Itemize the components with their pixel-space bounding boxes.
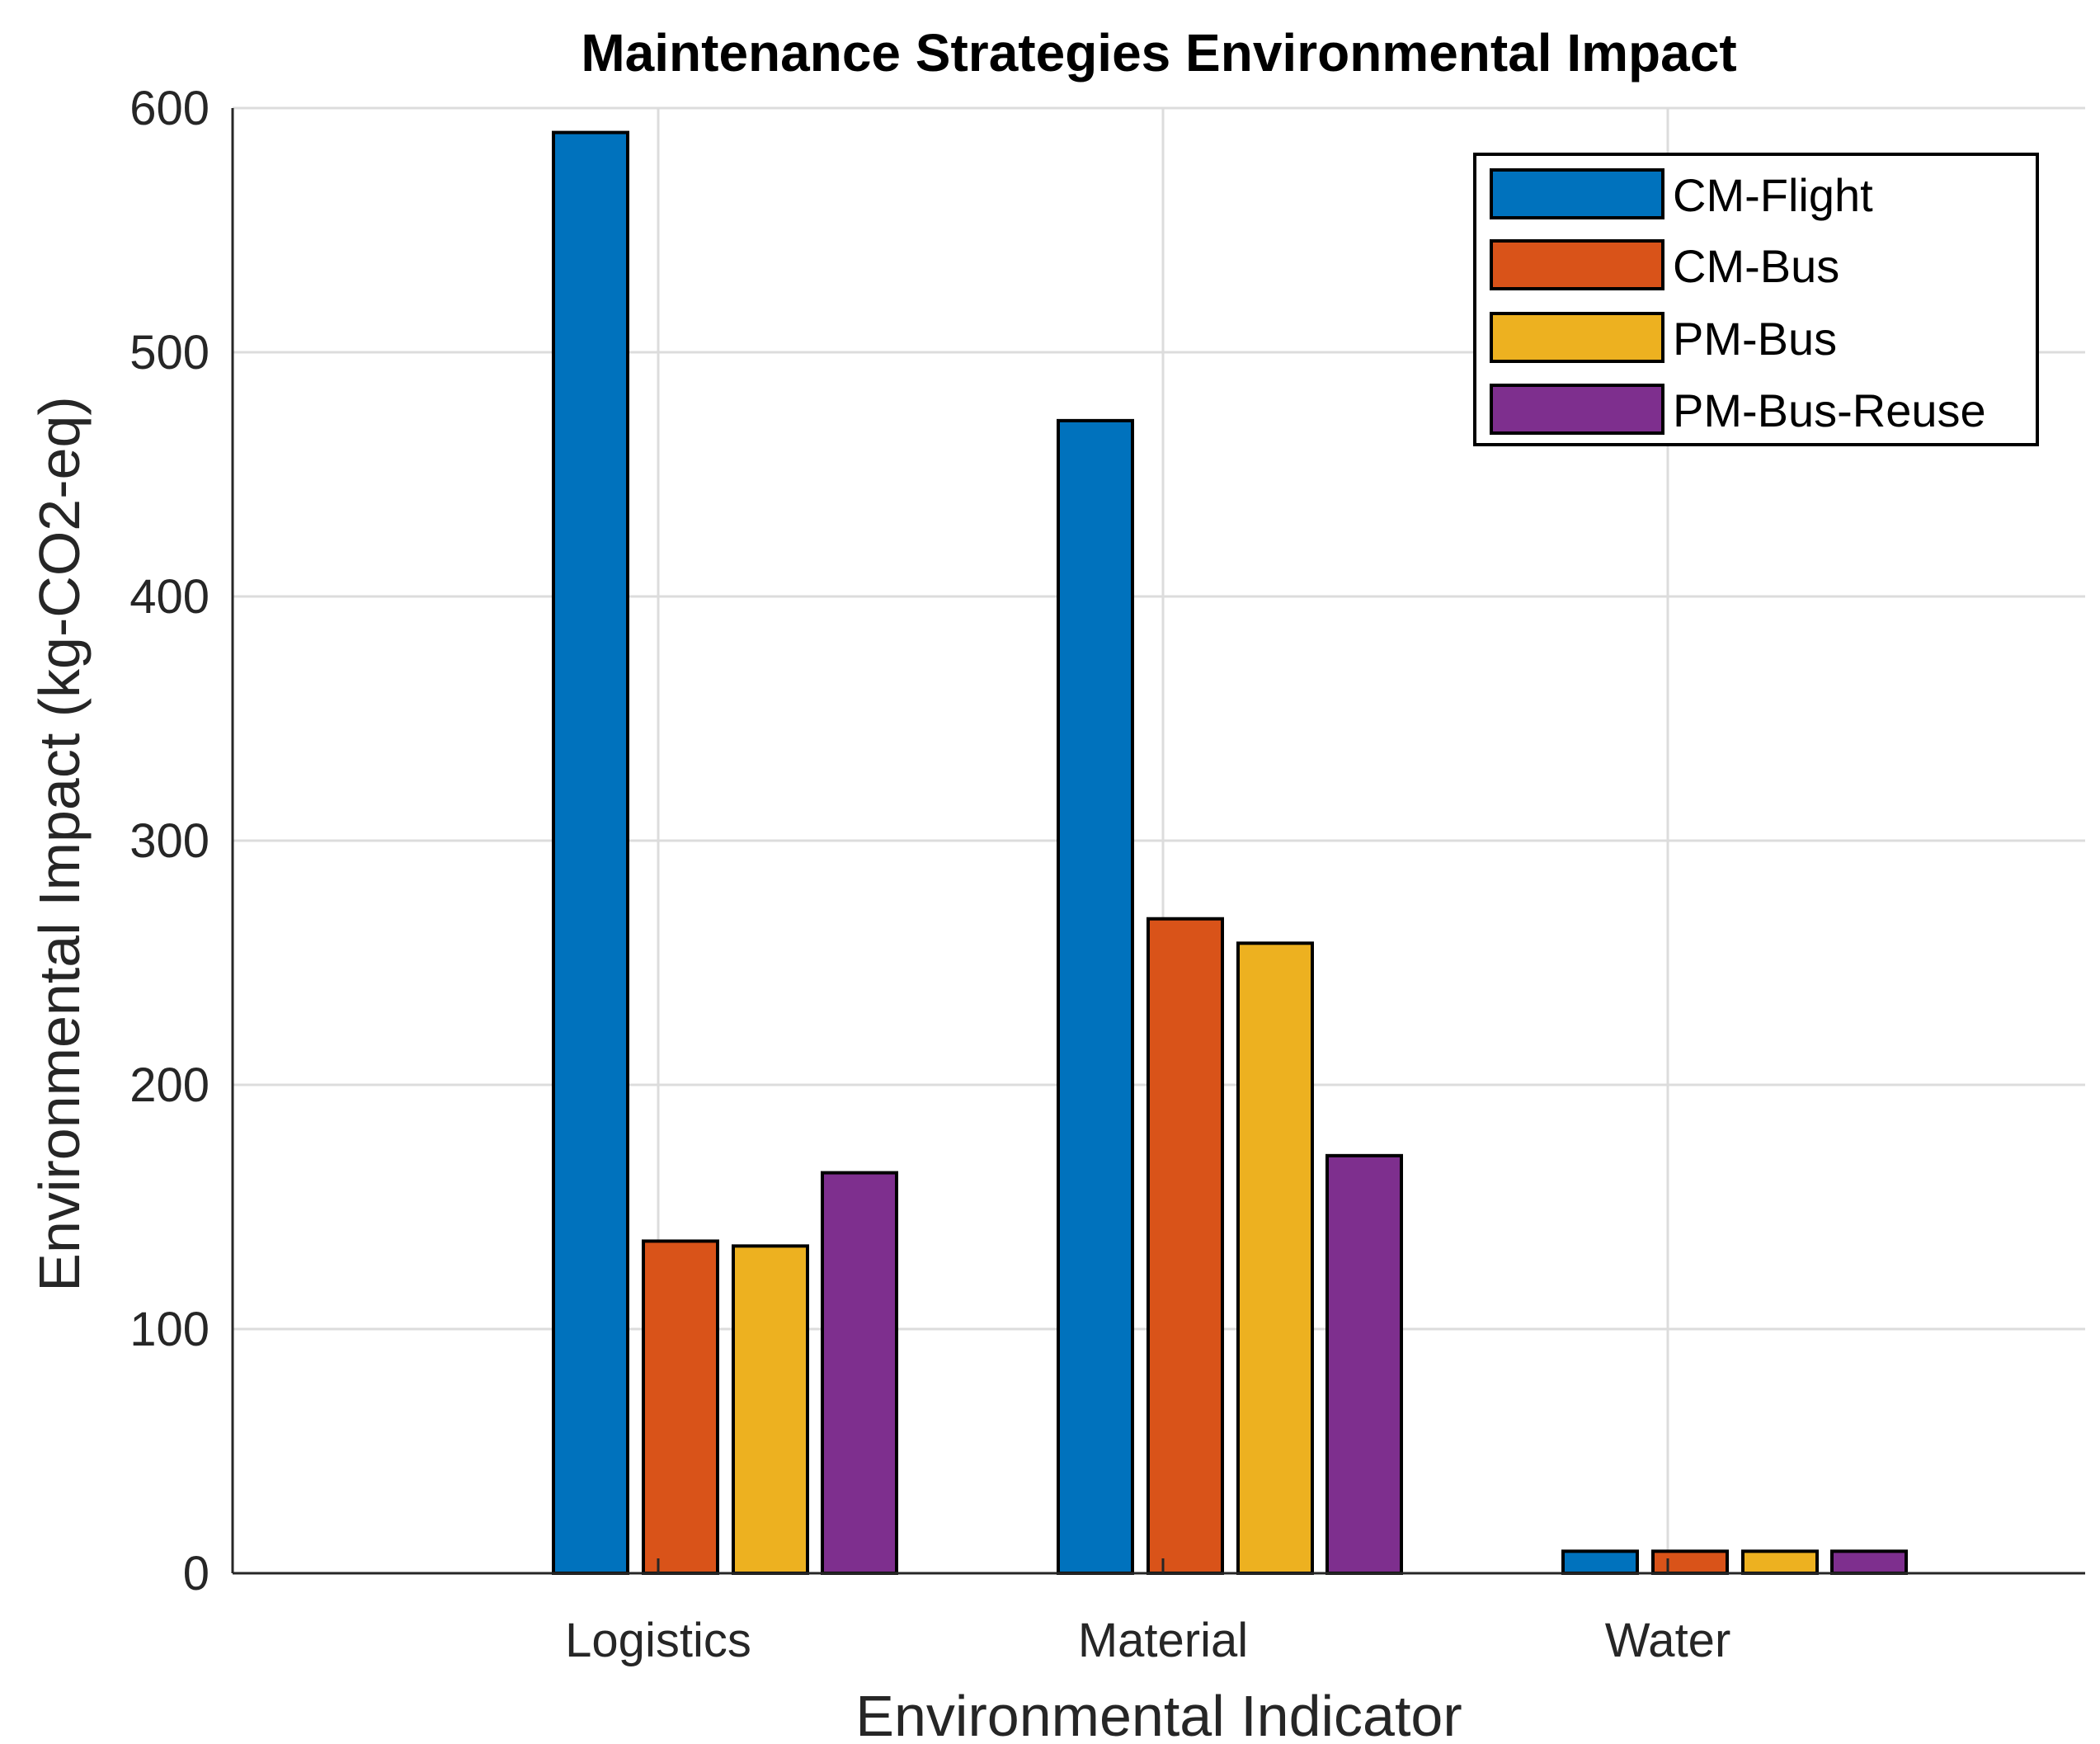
chart-title: Maintenance Strategies Environmental Imp… xyxy=(581,23,1736,82)
bar-cm-flight-logistics xyxy=(552,130,629,1576)
y-tick-label: 500 xyxy=(129,326,210,379)
legend-label: CM-Flight xyxy=(1673,169,1873,221)
y-tick-label: 200 xyxy=(129,1058,210,1112)
bar-cm-flight-water xyxy=(1561,1549,1639,1575)
legend: CM-Flight CM-Bus PM-Bus PM-Bus-Reuse xyxy=(1473,153,2039,446)
y-tick-label: 300 xyxy=(129,814,210,868)
bar-cm-flight-material xyxy=(1057,418,1134,1575)
y-tick-label: 100 xyxy=(129,1303,210,1356)
bar-cm-bus-water xyxy=(1651,1549,1729,1575)
legend-label: CM-Bus xyxy=(1673,240,1839,292)
bar-pm-bus-material xyxy=(1236,941,1314,1575)
grid xyxy=(233,106,2085,1575)
legend-label: PM-Bus xyxy=(1673,313,1837,365)
bar-pm-bus-reuse-logistics xyxy=(821,1171,898,1576)
x-axis-label: Environmental Indicator xyxy=(855,1684,1462,1744)
tick-labels: 0 100 200 300 400 500 600 Logistics Material Wate… xyxy=(129,82,1730,1667)
bar-pm-bus-water xyxy=(1741,1549,1819,1575)
y-axis-label: Environmental Impact (kg-CO2-eq) xyxy=(27,396,92,1291)
bar-pm-bus-logistics xyxy=(732,1244,809,1575)
x-tick-label: Material xyxy=(1078,1614,1248,1667)
legend-swatch xyxy=(1490,312,1664,363)
bars xyxy=(552,130,1908,1576)
legend-swatch xyxy=(1490,168,1664,219)
bar-pm-bus-reuse-material xyxy=(1325,1153,1403,1575)
legend-swatch xyxy=(1490,384,1664,435)
bar-cm-bus-material xyxy=(1147,917,1224,1575)
x-tick-label: Logistics xyxy=(565,1614,751,1667)
legend-label: PM-Bus-Reuse xyxy=(1673,384,1986,436)
y-tick-label: 400 xyxy=(129,570,210,624)
legend-swatch xyxy=(1490,239,1664,290)
y-tick-label: 600 xyxy=(129,82,210,135)
y-tick-label: 0 xyxy=(183,1547,210,1600)
bar-cm-bus-logistics xyxy=(642,1239,719,1575)
bar-pm-bus-reuse-water xyxy=(1830,1549,1908,1575)
x-tick-label: Water xyxy=(1605,1614,1731,1667)
axes xyxy=(231,108,2085,1575)
